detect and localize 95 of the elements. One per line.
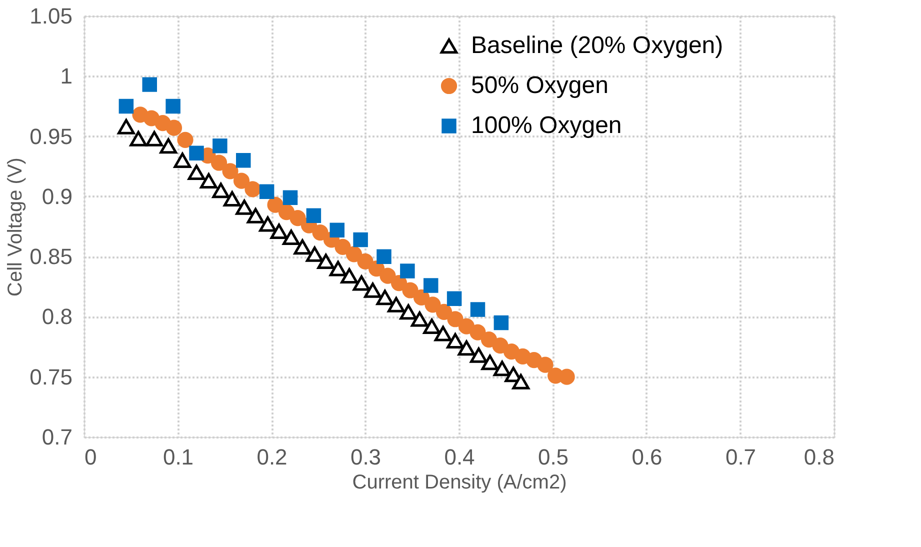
point [388,297,405,312]
point [166,98,180,114]
x-tick-label: 0.3 [350,444,382,470]
point [174,152,192,168]
point [146,131,163,146]
point [306,208,322,224]
x-tick-label: 0.8 [804,444,834,470]
x-tick-label: 0.6 [632,444,662,470]
point [446,291,462,306]
point [118,118,135,134]
y-tick-label: 0.8 [42,304,72,330]
point [259,216,276,232]
point [166,120,182,136]
point [259,184,274,199]
point [352,275,370,291]
point [282,230,300,245]
point [270,224,288,239]
y-tick-label: 0.9 [42,184,72,209]
point [267,196,284,213]
x-tick-label: 0.5 [538,444,569,470]
point [246,208,264,224]
point [400,264,415,278]
point [494,315,509,330]
point [142,77,157,92]
point [558,368,575,385]
y-tick-label: 1.05 [30,4,72,28]
point [424,296,441,313]
point [470,302,486,317]
point [402,282,418,298]
point [492,338,508,354]
y-tick-label: 0.7 [42,424,72,450]
point [317,254,335,270]
x-axis-title: Current Density (A/cm2) [352,472,567,494]
point [177,132,194,148]
point [470,324,486,340]
point [346,246,362,262]
point [481,354,499,370]
point [376,290,394,306]
point [244,181,261,198]
point [400,304,418,320]
point [306,246,324,262]
point [329,260,347,276]
point [410,311,428,327]
point [210,154,228,171]
point [340,268,358,284]
point [188,164,206,180]
point [480,332,498,348]
y-tick-label: 1 [60,64,72,89]
point [434,326,452,342]
legend-label: Baseline (20% Oxygen) [471,32,724,59]
point [212,182,230,198]
point [118,98,134,114]
point [458,318,475,334]
point [223,191,241,207]
point [512,374,530,390]
point [446,333,464,348]
legend-label: 50% Oxygen [471,72,608,99]
point [493,360,511,376]
point [537,356,554,373]
point [294,239,312,255]
x-tick-label: 0.7 [725,444,756,470]
point [160,138,178,154]
point [376,249,392,264]
point [236,200,253,215]
point [423,318,440,334]
point [330,222,344,238]
point [233,172,250,189]
point [130,131,148,146]
point [353,232,368,248]
y-tick-label: 0.95 [30,124,72,149]
point [236,152,251,168]
x-tick-label: 0.1 [162,444,194,470]
point [290,210,306,226]
point [212,138,228,154]
x-tick-label: 0.2 [256,444,288,470]
point [436,304,452,320]
legend-label: 100% Oxygen [471,112,622,139]
point [222,163,238,180]
point [334,238,351,255]
x-tick-label: 0 [84,444,97,470]
point [458,340,476,356]
y-tick-label: 0.85 [30,244,72,270]
point [424,278,438,293]
point [200,173,218,188]
point [470,348,488,363]
point [447,311,464,328]
point [282,190,298,206]
point [189,146,204,160]
point [380,268,396,284]
x-tick-label: 0.4 [444,444,475,470]
y-axis-title: Cell Voltage (V) [4,158,27,296]
y-tick-label: 0.75 [30,364,72,390]
point [312,224,328,241]
point [357,253,374,270]
point [364,282,382,298]
